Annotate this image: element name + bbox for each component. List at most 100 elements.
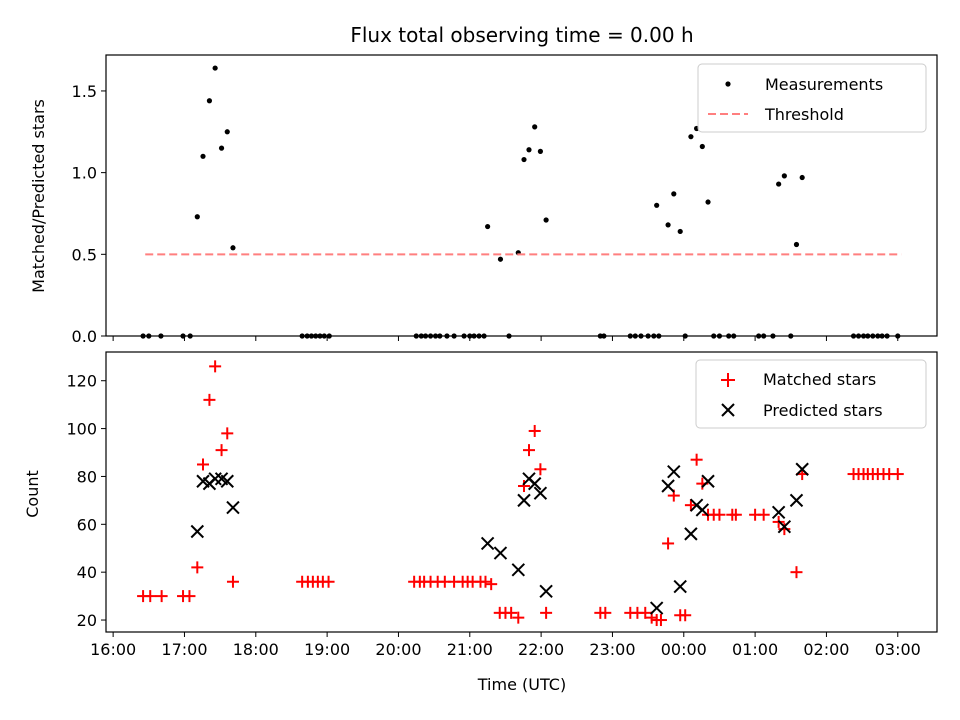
- x-tick-label: 16:00: [90, 640, 136, 659]
- marks-count: [137, 360, 904, 627]
- measurements-point: [206, 98, 213, 104]
- plot-frame-count: [105, 351, 938, 633]
- measurements-point: [705, 199, 711, 205]
- legend-box-ratio: [697, 63, 927, 133]
- predicted-stars-point: [771, 505, 786, 520]
- y-tick-label: 20: [77, 611, 97, 630]
- measurements-point: [665, 222, 671, 228]
- matched-stars-point: [639, 606, 652, 619]
- measurements-point: [537, 148, 544, 154]
- measurements-point: [677, 228, 683, 235]
- x-tick-label: 21:00: [447, 640, 493, 659]
- matched-stars-point: [729, 508, 742, 521]
- matched-stars-point: [528, 424, 541, 437]
- matched-stars-point: [221, 427, 234, 440]
- matched-stars-point: [540, 606, 553, 619]
- predicted-stars-point: [695, 503, 710, 517]
- predicted-stars-point: [684, 527, 698, 541]
- measurements-point: [485, 223, 491, 230]
- measurements-point: [218, 145, 225, 151]
- matched-stars-point: [191, 561, 204, 574]
- measurements-point: [532, 124, 538, 130]
- measurements-point: [776, 181, 782, 187]
- matched-stars-point: [684, 499, 697, 512]
- legend-marker-predicted: [721, 403, 735, 417]
- chart-title: Flux total observing time = 0.00 h: [350, 23, 693, 47]
- matched-stars-point: [790, 566, 803, 579]
- legend-label-matched: Matched stars: [763, 370, 876, 389]
- panel-count: Count Time (UTC) 16:00 17:00 18:00 19:00 20:…: [23, 351, 938, 694]
- matched-stars-point: [479, 575, 492, 588]
- predicted-stars-point: [480, 536, 495, 551]
- predicted-stars-point: [795, 462, 809, 476]
- y-tick-label: 60: [77, 515, 97, 534]
- x-tick-label: 23:00: [589, 640, 635, 659]
- predicted-stars-point: [208, 472, 222, 486]
- predicted-stars-point: [511, 563, 525, 577]
- x-tick-label: 19:00: [304, 640, 350, 659]
- y-tick-label: 80: [77, 467, 97, 486]
- predicted-stars-point: [661, 479, 675, 493]
- x-tick-label: 20:00: [375, 640, 421, 659]
- ticks-count: 16:00 17:00 18:00 19:00 20:00 21:00 22:00 23:00…: [66, 372, 920, 659]
- measurements-point: [793, 241, 800, 248]
- predicted-stars-point: [649, 601, 664, 615]
- matched-stars-point: [197, 458, 210, 471]
- predicted-stars-point: [789, 493, 804, 508]
- x-tick-label: 01:00: [732, 640, 778, 659]
- matched-stars-point: [485, 578, 498, 591]
- predicted-stars-point: [777, 519, 792, 534]
- y-tick-label: 100: [66, 420, 97, 439]
- predicted-stars-point: [527, 476, 542, 491]
- predicted-stars-point: [673, 579, 687, 594]
- y-tick-label: 0.5: [72, 245, 97, 264]
- x-tick-label: 03:00: [875, 640, 921, 659]
- x-axis-label: Time (UTC): [477, 675, 566, 694]
- measurements-point: [194, 214, 200, 220]
- matched-stars-point: [690, 453, 703, 466]
- matched-stars-point: [505, 606, 518, 619]
- panel-ratio: Flux total observing time = 0.00 h Match…: [29, 23, 938, 346]
- ticks-ratio: 0.0 0.5 1.0 1.5: [72, 82, 899, 346]
- measurements-point: [212, 65, 218, 71]
- predicted-stars-point: [226, 500, 240, 515]
- y-tick-label: 0.0: [72, 327, 97, 346]
- x-tick-label: 00:00: [661, 640, 707, 659]
- x-tick-label: 17:00: [161, 640, 207, 659]
- measurements-point: [654, 202, 660, 208]
- matched-stars-point: [144, 590, 157, 603]
- matched-stars-point: [654, 614, 667, 627]
- y-tick-label: 120: [66, 372, 97, 391]
- measurements-point: [671, 191, 677, 197]
- y-tick-label: 1.5: [72, 82, 97, 101]
- y-tick-label: 1.0: [72, 164, 97, 183]
- matched-stars-point: [215, 444, 228, 457]
- matched-stars-point: [517, 480, 530, 493]
- measurements-point: [521, 156, 527, 163]
- x-tick-label: 22:00: [518, 640, 564, 659]
- matched-stars-point: [322, 575, 335, 588]
- predicted-stars-point: [539, 584, 553, 599]
- matched-stars-point: [183, 590, 196, 603]
- predicted-stars-point: [701, 474, 715, 488]
- plot-frame-ratio: [105, 54, 938, 337]
- measurements-point: [224, 129, 230, 135]
- matched-stars-point: [534, 463, 547, 476]
- matched-stars-point: [679, 609, 692, 622]
- matched-stars-point: [155, 590, 168, 603]
- legend-label-threshold: Threshold: [764, 105, 844, 124]
- predicted-stars-point: [533, 486, 548, 500]
- x-tick-label: 18:00: [233, 640, 279, 659]
- matched-stars-point: [203, 393, 216, 406]
- measurements-point: [688, 134, 694, 140]
- matched-stars-point: [599, 606, 612, 619]
- y-axis-label-ratio: Matched/Predicted stars: [29, 99, 48, 293]
- matched-stars-point: [209, 360, 222, 373]
- y-axis-label-count: Count: [23, 470, 42, 518]
- measurements-point: [781, 173, 787, 179]
- x-tick-label: 02:00: [803, 640, 849, 659]
- matched-stars-point: [226, 575, 239, 588]
- measurements-point: [497, 256, 504, 262]
- measurements-point: [526, 147, 532, 153]
- measurements-point: [230, 245, 236, 251]
